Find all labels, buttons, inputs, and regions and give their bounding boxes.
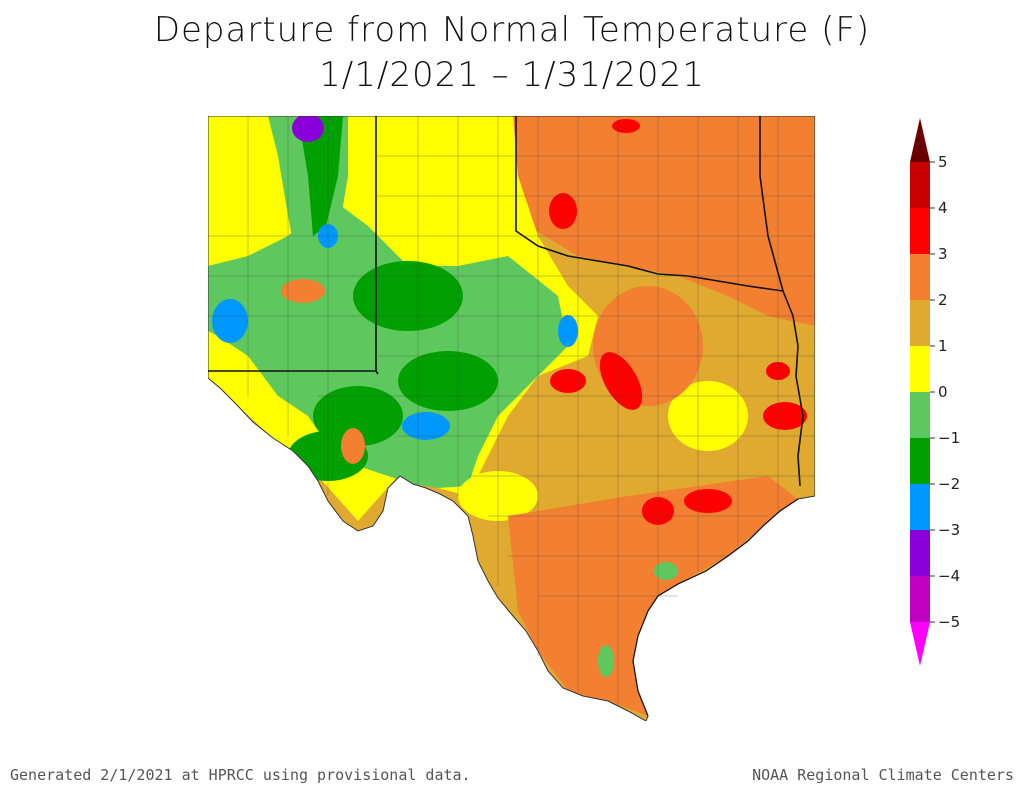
legend-arrow-bottom [910,622,930,666]
legend-label: −1 [938,429,960,447]
legend-swatch [910,530,930,576]
legend-label: 2 [938,291,948,309]
generated-note: Generated 2/1/2021 at HPRCC using provis… [10,766,471,784]
legend-swatch [910,162,930,208]
legend-swatch [910,300,930,346]
legend-swatch [910,208,930,254]
map-date-range: 1/1/2021 – 1/31/2021 [319,55,705,95]
legend-swatch [910,254,930,300]
legend-label: 1 [938,337,948,355]
temperature-departure-map [208,116,815,721]
legend-swatch [910,438,930,484]
legend-label: 0 [938,383,948,401]
source-credit: NOAA Regional Climate Centers [752,766,1014,784]
legend-label: −4 [938,567,960,585]
legend-label: −2 [938,475,960,493]
legend-swatch [910,346,930,392]
legend-label: −3 [938,521,960,539]
legend-label: 5 [938,153,948,171]
legend-label: −5 [938,613,960,631]
map-title: Departure from Normal Temperature (F) [153,10,871,50]
legend-label: 4 [938,199,948,217]
color-scale-legend: 5 4 3 2 1 0 −1 −2 −3 −4 −5 [910,118,960,666]
legend-swatch [910,576,930,622]
legend-swatch [910,484,930,530]
legend-label: 3 [938,245,948,263]
legend-arrow-top [910,118,930,162]
map-fill [208,116,815,721]
legend-swatch [910,392,930,438]
